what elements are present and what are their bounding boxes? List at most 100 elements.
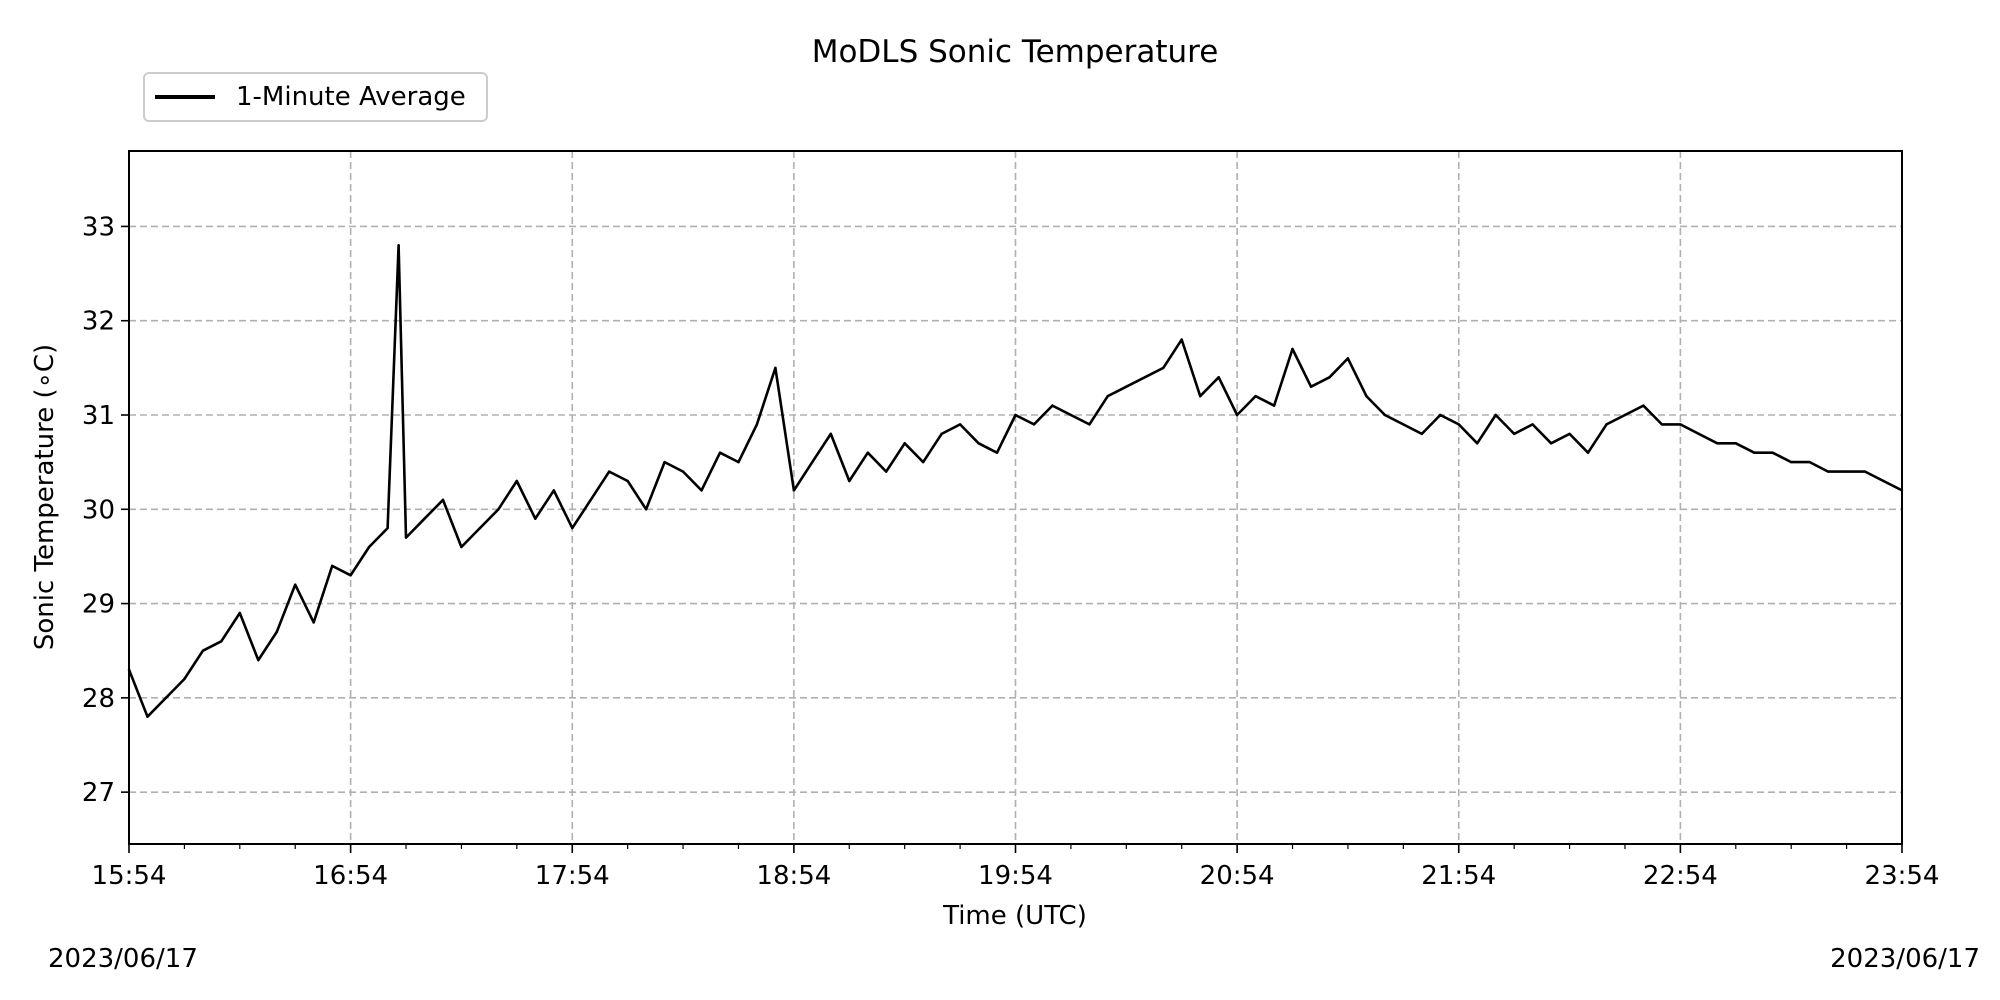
chart-title: MoDLS Sonic Temperature xyxy=(812,34,1219,70)
grid xyxy=(128,151,1903,844)
data-point xyxy=(1328,376,1331,379)
data-point xyxy=(164,696,168,700)
data-point xyxy=(589,498,592,502)
data-point xyxy=(534,517,537,520)
data-point xyxy=(977,442,980,445)
data-point xyxy=(848,479,851,483)
data-point xyxy=(1882,479,1885,483)
data-point xyxy=(755,423,759,426)
data-point xyxy=(294,583,297,586)
data-point xyxy=(792,489,796,492)
data-point xyxy=(146,715,149,718)
data-point xyxy=(1845,470,1848,473)
data-point xyxy=(1235,413,1239,417)
data-point xyxy=(1346,357,1350,360)
data-point xyxy=(718,451,722,454)
axes: 27 28 29 30 31 32 33 15:54 16:54 17:54 18:54 19:54 2… xyxy=(82,212,1940,891)
data-point xyxy=(1309,385,1313,388)
data-point xyxy=(1217,376,1220,379)
data-point xyxy=(1402,423,1405,426)
data-point xyxy=(1642,404,1645,407)
data-point xyxy=(1623,413,1627,417)
data-point xyxy=(700,489,703,492)
data-point xyxy=(1143,376,1146,379)
x-tick-label: 16:54 xyxy=(313,861,388,891)
data-point xyxy=(1863,470,1867,473)
data-point xyxy=(1512,432,1516,436)
data-point xyxy=(903,442,906,445)
data-point xyxy=(1568,432,1571,436)
legend-line-swatch xyxy=(155,95,215,99)
data-point xyxy=(1162,366,1165,370)
data-point xyxy=(774,366,777,370)
data-point xyxy=(1088,423,1091,426)
data-point xyxy=(681,470,685,473)
y-tick-label: 31 xyxy=(82,401,115,431)
start-date-label: 2023/06/17 xyxy=(48,944,198,974)
data-point xyxy=(220,640,223,643)
data-point xyxy=(1457,423,1460,426)
data-point xyxy=(349,574,352,577)
data-point xyxy=(1106,394,1110,398)
data-point xyxy=(811,460,814,464)
x-tick-label: 23:54 xyxy=(1865,861,1940,891)
data-point xyxy=(1254,394,1257,398)
data-point xyxy=(1272,404,1276,407)
data-point xyxy=(607,470,611,473)
data-point xyxy=(183,677,186,681)
data-point xyxy=(737,460,740,464)
data-point xyxy=(497,508,500,511)
data-point xyxy=(1365,394,1368,398)
data-point xyxy=(1439,413,1442,417)
data-point xyxy=(995,451,999,454)
data-point xyxy=(257,658,260,662)
data-point xyxy=(1753,451,1756,454)
data-point xyxy=(626,479,629,483)
data-point xyxy=(1789,460,1793,464)
data-point xyxy=(312,621,315,624)
data-point xyxy=(1549,442,1553,445)
data-point xyxy=(1180,338,1183,341)
y-tick-label: 33 xyxy=(82,212,115,242)
end-date-label: 2023/06/17 xyxy=(1830,944,1980,974)
data-point xyxy=(423,517,426,520)
data-point xyxy=(404,536,408,539)
y-tick-label: 28 xyxy=(82,684,115,714)
data-point xyxy=(1420,432,1424,436)
data-point xyxy=(1734,442,1737,445)
y-tick-label: 32 xyxy=(82,307,115,337)
data-point xyxy=(1494,413,1497,417)
data-point xyxy=(397,244,400,247)
y-tick-label: 29 xyxy=(82,590,115,620)
x-axis-title: Time (UTC) xyxy=(942,901,1087,931)
data-point xyxy=(515,479,519,483)
data-point xyxy=(958,423,962,426)
data-point xyxy=(1697,432,1701,436)
y-tick-label: 30 xyxy=(82,495,115,525)
data-point xyxy=(1198,394,1202,398)
data-point xyxy=(1051,404,1054,407)
x-tick-label: 20:54 xyxy=(1200,861,1275,891)
y-axis-title: Sonic Temperature (∘C) xyxy=(30,344,60,650)
data-point xyxy=(1032,423,1036,426)
x-tick-label: 18:54 xyxy=(756,861,831,891)
x-tick-label: 19:54 xyxy=(978,861,1053,891)
data-point xyxy=(201,649,205,652)
data-point xyxy=(829,432,833,436)
data-point xyxy=(1679,423,1682,426)
data-point xyxy=(330,564,334,568)
data-point xyxy=(1125,385,1128,388)
data-point xyxy=(552,489,555,492)
data-point xyxy=(1069,413,1073,417)
data-point xyxy=(940,432,943,436)
data-point xyxy=(238,611,242,615)
data-point xyxy=(1291,347,1294,351)
data-point xyxy=(1383,413,1387,417)
data-point xyxy=(885,470,888,473)
data-point xyxy=(1531,423,1534,426)
y-tick-label: 27 xyxy=(82,778,115,808)
data-point xyxy=(1476,442,1479,445)
x-tick-label: 22:54 xyxy=(1643,861,1718,891)
data-point xyxy=(644,508,648,511)
